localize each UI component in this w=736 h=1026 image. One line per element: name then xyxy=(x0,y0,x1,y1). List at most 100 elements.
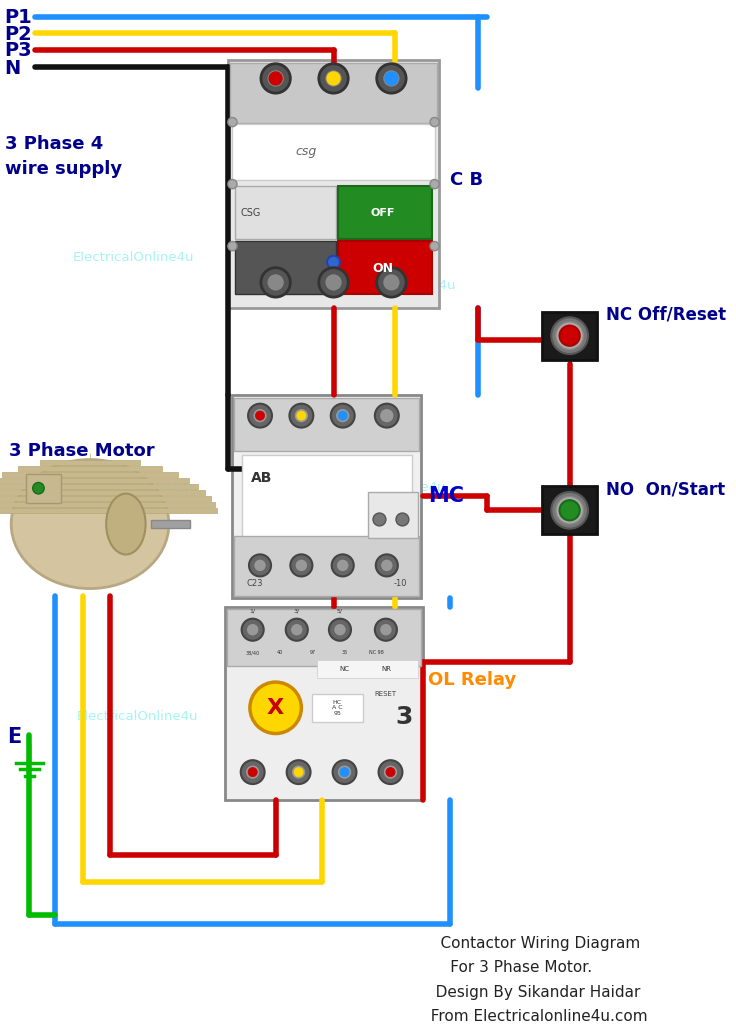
Bar xyxy=(241,456,411,547)
Circle shape xyxy=(385,72,398,85)
Text: ElectricalOnline4u: ElectricalOnline4u xyxy=(77,710,199,723)
Circle shape xyxy=(556,497,584,524)
Text: OL Relay: OL Relay xyxy=(428,671,517,689)
Text: 97: 97 xyxy=(309,650,316,656)
Bar xyxy=(233,124,434,180)
Circle shape xyxy=(381,559,393,571)
Text: ElectricalOnline4u: ElectricalOnline4u xyxy=(297,728,419,742)
Circle shape xyxy=(333,623,347,636)
Bar xyxy=(0,478,189,483)
Circle shape xyxy=(332,554,354,577)
Bar xyxy=(227,609,421,667)
Circle shape xyxy=(329,619,351,641)
Text: X: X xyxy=(267,698,284,718)
Circle shape xyxy=(269,72,282,85)
Bar xyxy=(18,466,163,471)
Bar xyxy=(225,606,422,799)
Text: C23: C23 xyxy=(247,580,263,588)
Text: 3 Phase Motor: 3 Phase Motor xyxy=(9,441,155,460)
Circle shape xyxy=(325,69,343,87)
Circle shape xyxy=(380,408,394,423)
Circle shape xyxy=(336,559,349,571)
Text: NC: NC xyxy=(339,666,350,672)
Bar xyxy=(234,398,419,450)
Circle shape xyxy=(294,767,303,777)
Circle shape xyxy=(430,241,439,250)
Bar xyxy=(0,484,198,489)
Circle shape xyxy=(254,559,266,571)
Circle shape xyxy=(559,500,580,520)
Text: csg: csg xyxy=(295,146,316,158)
Bar xyxy=(230,63,437,122)
Text: 5/: 5/ xyxy=(337,608,343,614)
Bar xyxy=(367,491,418,538)
Circle shape xyxy=(327,72,340,85)
Circle shape xyxy=(241,760,265,784)
Bar xyxy=(542,486,597,535)
Text: MC: MC xyxy=(428,486,464,507)
Circle shape xyxy=(336,408,350,423)
Text: OFF: OFF xyxy=(371,208,395,219)
Circle shape xyxy=(378,760,403,784)
Bar xyxy=(312,694,363,721)
Circle shape xyxy=(327,255,340,269)
Circle shape xyxy=(248,403,272,428)
Circle shape xyxy=(245,764,260,780)
Circle shape xyxy=(551,491,588,528)
Text: P1: P1 xyxy=(4,8,32,28)
Circle shape xyxy=(396,513,409,526)
Circle shape xyxy=(340,767,349,777)
Circle shape xyxy=(241,619,263,641)
Text: 3/: 3/ xyxy=(294,608,300,614)
Circle shape xyxy=(266,273,285,291)
Text: 35: 35 xyxy=(342,650,347,656)
Text: ElectricalOnline4u: ElectricalOnline4u xyxy=(334,279,456,291)
Circle shape xyxy=(333,760,356,784)
Text: ElectricalOnline4u: ElectricalOnline4u xyxy=(77,481,199,494)
Text: 3 Phase 4
wire supply: 3 Phase 4 wire supply xyxy=(4,135,121,179)
Text: AB: AB xyxy=(251,471,272,485)
Bar xyxy=(317,660,418,678)
Circle shape xyxy=(382,69,400,87)
Circle shape xyxy=(261,64,290,93)
Text: RESET: RESET xyxy=(375,692,397,697)
Text: N: N xyxy=(4,58,21,78)
Circle shape xyxy=(286,760,311,784)
Circle shape xyxy=(228,180,237,189)
Text: ON: ON xyxy=(372,262,394,275)
Circle shape xyxy=(290,554,312,577)
Circle shape xyxy=(383,764,398,780)
Circle shape xyxy=(377,64,406,93)
Circle shape xyxy=(228,241,237,250)
Circle shape xyxy=(248,767,258,777)
Circle shape xyxy=(375,619,397,641)
Bar xyxy=(26,474,61,503)
Circle shape xyxy=(252,408,267,423)
Text: Contactor Wiring Diagram
      For 3 Phase Motor.
   Design By Sikandar Haidar
 : Contactor Wiring Diagram For 3 Phase Mot… xyxy=(421,936,648,1025)
Circle shape xyxy=(32,482,44,494)
Text: NC Off/Reset: NC Off/Reset xyxy=(606,306,726,323)
Bar xyxy=(338,241,432,294)
Ellipse shape xyxy=(11,460,169,589)
Circle shape xyxy=(330,403,355,428)
Circle shape xyxy=(386,767,395,777)
Bar xyxy=(228,61,439,308)
Text: CSG: CSG xyxy=(241,208,261,219)
Circle shape xyxy=(290,623,303,636)
Bar xyxy=(236,241,336,294)
Text: 38/40: 38/40 xyxy=(246,650,260,656)
Circle shape xyxy=(337,764,352,780)
Text: NO  On/Start: NO On/Start xyxy=(606,480,726,499)
Text: NC 98: NC 98 xyxy=(369,650,384,656)
Circle shape xyxy=(319,64,348,93)
Text: E: E xyxy=(7,727,21,747)
Circle shape xyxy=(376,554,398,577)
Text: 3: 3 xyxy=(395,705,413,729)
Bar xyxy=(0,502,215,507)
Bar xyxy=(0,497,210,501)
Text: 40: 40 xyxy=(277,650,283,656)
Circle shape xyxy=(297,411,306,421)
Circle shape xyxy=(430,118,439,126)
Text: ElectricalOnline4u: ElectricalOnline4u xyxy=(325,481,447,494)
Circle shape xyxy=(319,268,348,298)
